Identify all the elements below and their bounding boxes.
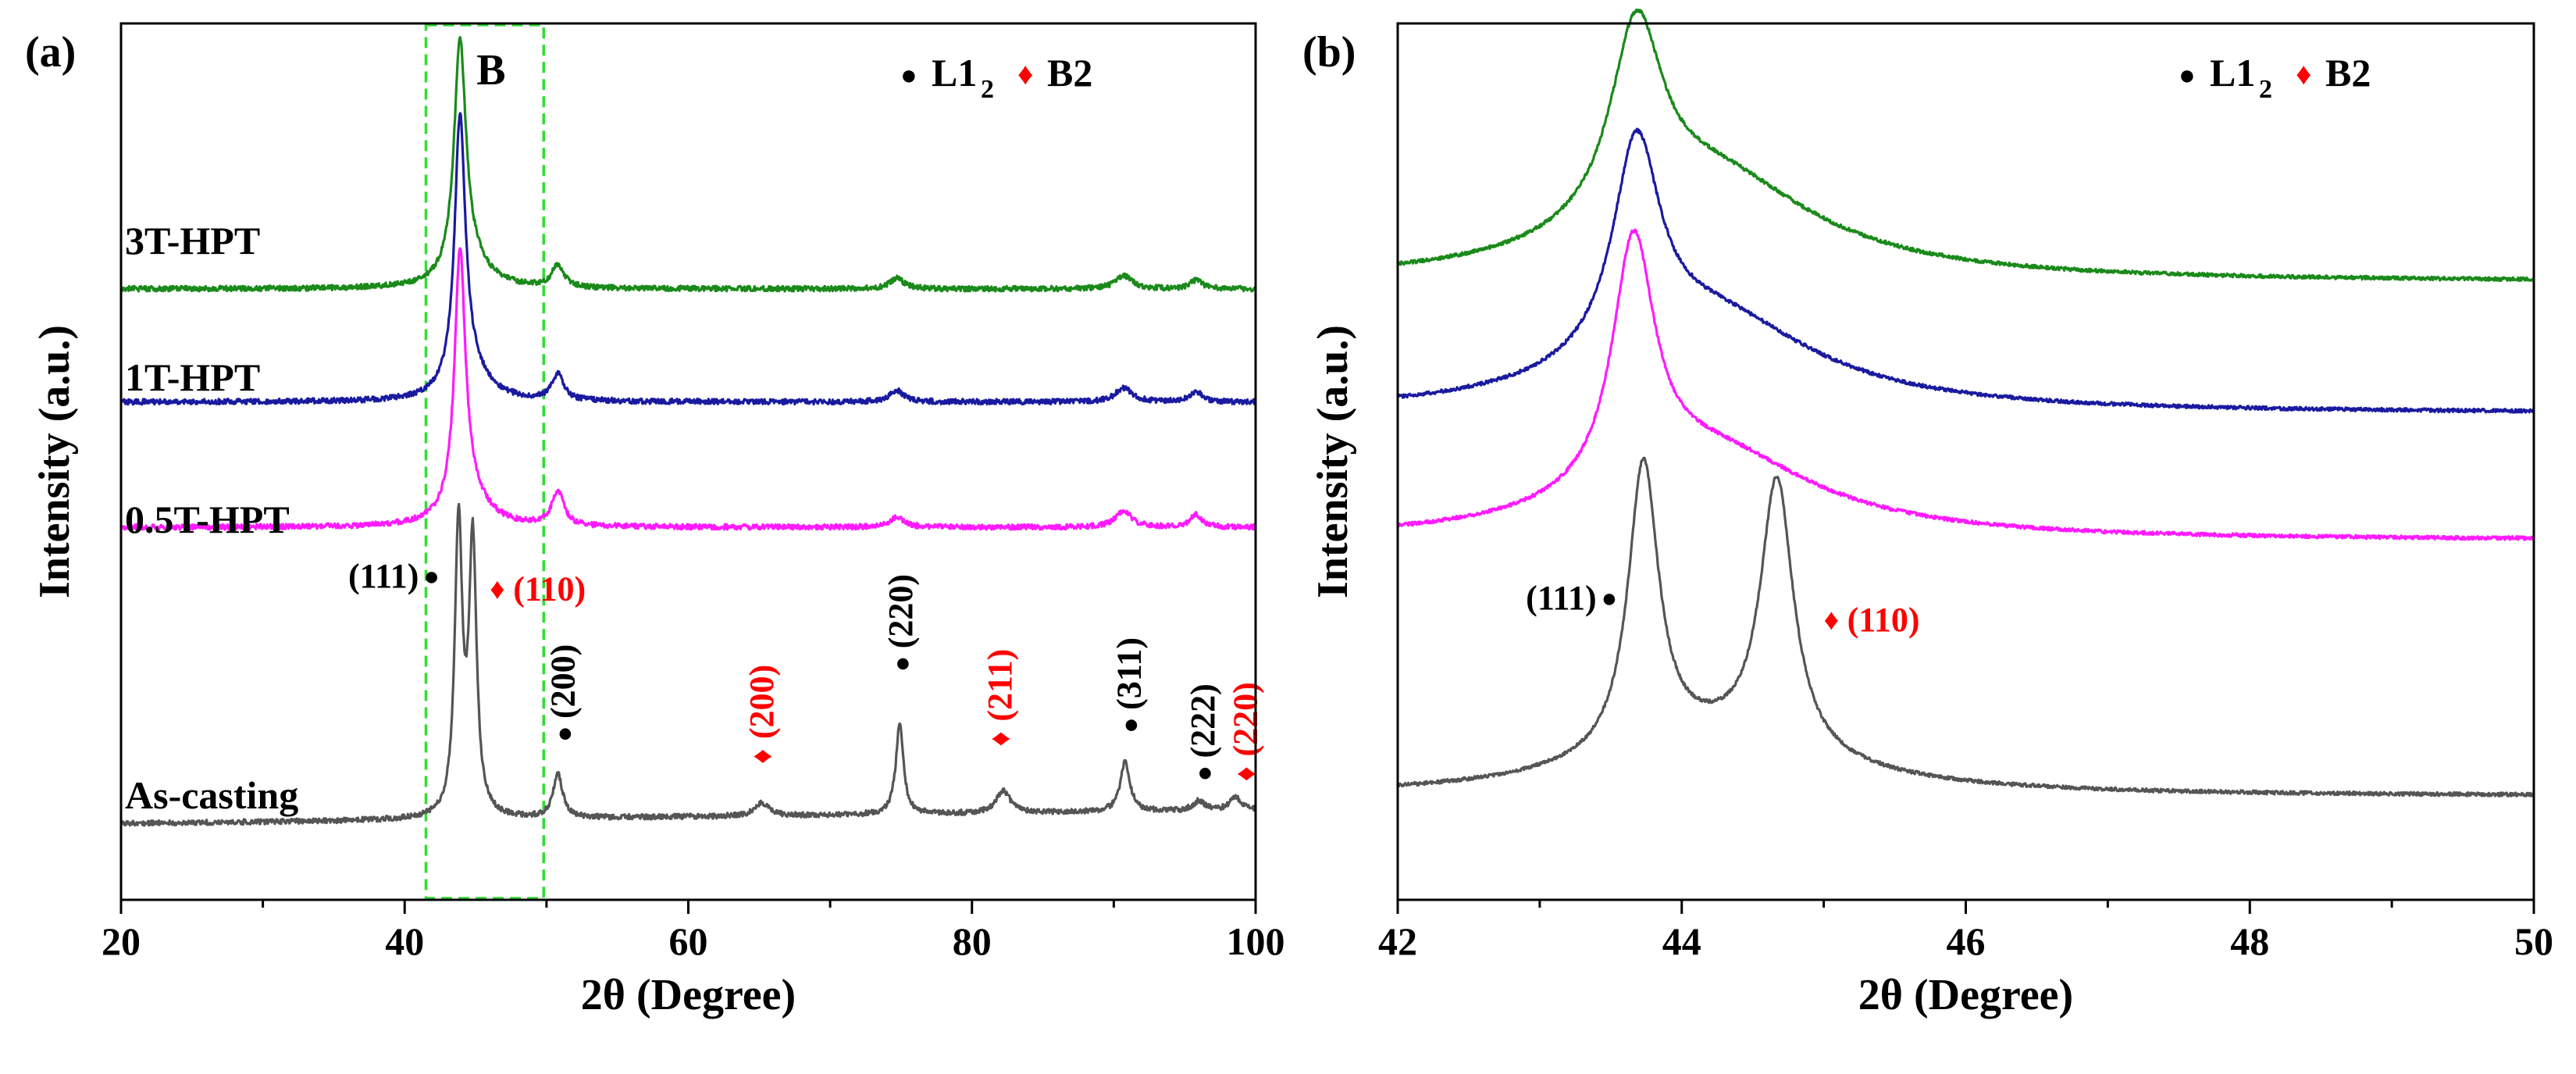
legend-l12-label: L1 <box>932 51 977 95</box>
curve-label: 3T-HPT <box>125 219 260 262</box>
legend-b2-label: B2 <box>1047 51 1092 95</box>
l12-marker: ● <box>423 562 440 591</box>
curve-label: As-casting <box>125 773 298 817</box>
b2-marker: ♦ <box>746 749 779 764</box>
panel-label: (b) <box>1302 28 1356 77</box>
legend-l12-label: L1 <box>2210 51 2255 95</box>
peak-index-label: (311) <box>1110 637 1148 710</box>
series-line-as-casting <box>119 502 1257 827</box>
series-line-3t-hpt <box>1397 9 2535 283</box>
curve-label: 1T-HPT <box>125 355 260 399</box>
l12-marker: ● <box>1602 584 1618 613</box>
y-axis-title: Intensity (a.u.) <box>30 325 79 598</box>
peak-index-label: (220) <box>882 574 920 648</box>
series-line-1t-hpt <box>120 112 1256 406</box>
x-axis-title: 2θ (Degree) <box>1858 971 2073 1019</box>
series-line-as-casting <box>1396 456 2535 797</box>
plot-frame <box>119 22 1257 901</box>
peak-index-label: (220) <box>1226 682 1264 756</box>
peak-annotation: ♦ (110) <box>1824 601 1920 639</box>
y-axis-title: Intensity (a.u.) <box>1309 325 1357 598</box>
x-tick-label: 40 <box>385 919 424 963</box>
l12-marker: ● <box>1190 765 1219 782</box>
b2-marker: ♦ <box>490 573 504 606</box>
legend-b2-label: B2 <box>2325 51 2371 95</box>
peak-annotation: ♦ (110) <box>490 570 586 608</box>
peak-index-label: (222) <box>1184 683 1222 758</box>
peak-index-label: (111) <box>1526 579 1596 617</box>
series-line-0-5t-hpt <box>1397 228 2535 541</box>
b2-marker: ♦ <box>1229 766 1262 781</box>
x-tick-label: 80 <box>953 919 992 963</box>
peak-annotation: ♦ (220) <box>1226 682 1264 781</box>
x-tick-label: 100 <box>1227 919 1285 963</box>
peak-index-label: (110) <box>1847 601 1920 639</box>
peak-annotation: ● (200) <box>544 644 583 742</box>
b2-marker: ♦ <box>1824 604 1839 637</box>
legend-l12-subscript: 2 <box>2259 75 2272 104</box>
legend-b2-marker: ♦ <box>1017 56 1033 91</box>
l12-marker: ● <box>888 656 917 673</box>
region-box-label: B <box>476 46 505 95</box>
x-tick-label: 48 <box>2230 919 2269 963</box>
x-tick-label: 20 <box>102 919 141 963</box>
peak-index-label: (211) <box>981 649 1019 722</box>
peak-index-label: (200) <box>544 644 583 719</box>
legend: ● L1 2 ♦ B2 <box>2179 51 2371 104</box>
series-line-3t-hpt <box>119 36 1257 293</box>
x-tick-label: 42 <box>1378 919 1417 963</box>
peak-annotation: ● (222) <box>1184 683 1222 781</box>
b2-marker: ♦ <box>984 731 1017 746</box>
panel-label: (a) <box>25 28 76 77</box>
peak-annotation: ● (311) <box>1110 637 1148 733</box>
peak-index-label: (110) <box>513 570 586 608</box>
x-tick-label: 46 <box>1947 919 1986 963</box>
peak-index-label: (200) <box>743 665 781 739</box>
peak-annotation: (111) ● <box>1526 579 1617 617</box>
series-line-1t-hpt <box>1396 127 2535 414</box>
x-tick-label: 50 <box>2514 919 2553 963</box>
legend: ● L1 2 ♦ B2 <box>900 51 1092 104</box>
legend-l12-marker: ● <box>2179 59 2196 91</box>
x-axis-title: 2θ (Degree) <box>581 971 796 1019</box>
peak-annotation: ♦ (211) <box>981 649 1019 747</box>
legend-l12-marker: ● <box>900 59 917 91</box>
legend-b2-marker: ♦ <box>2296 56 2311 91</box>
plot-frame <box>1396 22 2535 901</box>
peak-index-label: (111) <box>348 557 419 595</box>
peak-annotation: ♦ (200) <box>743 665 781 764</box>
peak-annotation: (111) ● <box>348 557 440 595</box>
series-line-0-5t-hpt <box>119 247 1256 531</box>
curve-label: 0.5T-HPT <box>125 498 290 541</box>
legend-l12-subscript: 2 <box>981 75 994 104</box>
x-tick-label: 60 <box>669 919 708 963</box>
l12-marker: ● <box>1116 717 1145 733</box>
x-tick-label: 44 <box>1662 919 1701 963</box>
region-box <box>424 23 545 900</box>
peak-annotation: ● (220) <box>882 574 920 672</box>
l12-marker: ● <box>550 726 579 742</box>
